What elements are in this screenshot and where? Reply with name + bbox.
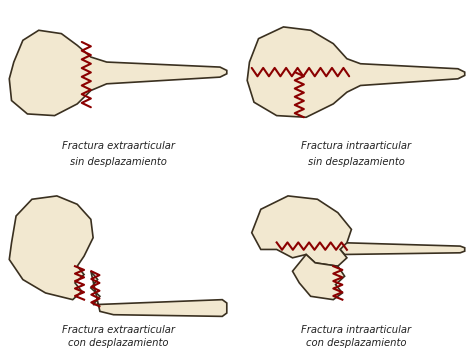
Text: Fractura intraarticular: Fractura intraarticular <box>301 325 411 335</box>
Text: sin desplazamiento: sin desplazamiento <box>70 158 166 167</box>
Polygon shape <box>9 196 93 300</box>
Polygon shape <box>292 254 345 300</box>
Text: Fractura intraarticular: Fractura intraarticular <box>301 141 411 151</box>
Polygon shape <box>247 27 465 117</box>
Text: sin desplazamiento: sin desplazamiento <box>308 158 404 167</box>
Polygon shape <box>9 30 227 116</box>
Polygon shape <box>340 233 465 254</box>
Polygon shape <box>252 196 351 266</box>
Text: con desplazamiento: con desplazamiento <box>68 338 168 348</box>
Text: con desplazamiento: con desplazamiento <box>306 338 406 348</box>
Polygon shape <box>91 271 227 316</box>
Text: Fractura extraarticular: Fractura extraarticular <box>62 141 174 151</box>
Text: Fractura extraarticular: Fractura extraarticular <box>62 325 174 335</box>
